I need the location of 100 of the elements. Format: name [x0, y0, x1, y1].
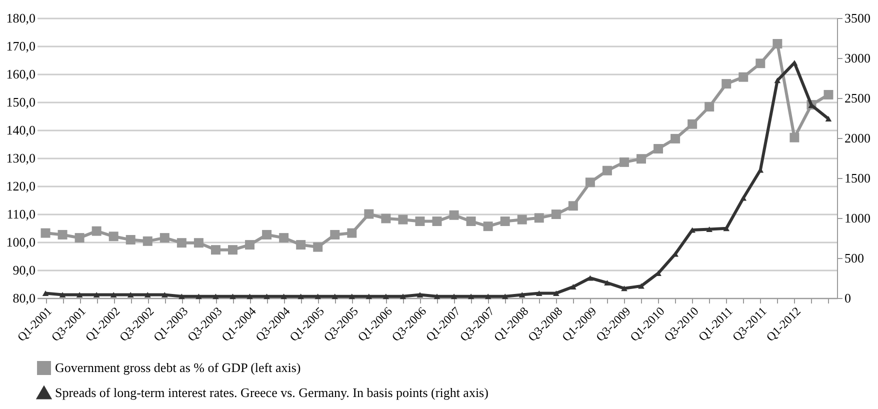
point: [738, 72, 748, 82]
point: [568, 201, 578, 211]
point: [210, 245, 220, 255]
point: [347, 228, 357, 238]
point: [230, 294, 236, 300]
y2-tick-label: 2000: [844, 130, 870, 146]
y2-tick-label: 3500: [844, 10, 870, 26]
point: [178, 294, 185, 300]
point: [484, 294, 492, 300]
point: [142, 236, 152, 246]
y2-tick-label: 2500: [844, 90, 870, 106]
point: [552, 290, 560, 296]
point: [723, 226, 730, 232]
point: [398, 214, 408, 224]
point: [449, 210, 459, 220]
point: [126, 235, 136, 245]
point: [774, 78, 781, 84]
point: [381, 214, 391, 224]
point: [264, 294, 270, 300]
point: [92, 226, 102, 236]
point: [246, 294, 253, 300]
point: [196, 294, 202, 300]
point: [450, 294, 458, 300]
point: [194, 238, 204, 248]
point: [670, 134, 680, 144]
point: [602, 166, 612, 176]
point: [74, 233, 84, 243]
point: [638, 283, 644, 289]
point: [110, 292, 117, 298]
point: [536, 290, 542, 296]
point: [314, 294, 322, 300]
point: [824, 90, 834, 100]
point: [330, 230, 340, 240]
point: [108, 232, 118, 242]
point: [348, 294, 356, 300]
point: [262, 230, 272, 240]
point: [313, 242, 323, 252]
point: [296, 240, 306, 250]
point: [740, 195, 747, 201]
y-tick-label: 140,0: [6, 122, 36, 138]
point: [534, 213, 544, 223]
y-tick-label: 80,0: [12, 290, 36, 306]
point: [279, 233, 289, 243]
point: [280, 294, 287, 300]
point: [400, 294, 406, 300]
point: [366, 294, 372, 300]
point: [415, 216, 425, 226]
point: [619, 157, 629, 167]
y2-tick-label: 1500: [844, 170, 870, 186]
point: [551, 210, 561, 220]
point: [58, 230, 68, 240]
point: [604, 280, 610, 286]
point: [704, 102, 714, 112]
point: [298, 294, 304, 300]
y-tick-label: 160,0: [6, 66, 36, 82]
y-tick-label: 170,0: [6, 38, 36, 54]
point: [706, 226, 712, 232]
point: [212, 294, 219, 300]
legend-label: Government gross debt as % of GDP (left axis): [55, 360, 301, 375]
point: [468, 294, 474, 300]
y2-tick-label: 500: [844, 250, 864, 266]
point: [636, 154, 646, 164]
point: [160, 233, 170, 243]
point: [416, 292, 424, 298]
point: [93, 292, 100, 298]
y-tick-label: 180,0: [6, 10, 36, 26]
point: [587, 275, 594, 281]
point: [790, 132, 800, 142]
point: [382, 294, 390, 300]
y-tick-label: 110,0: [6, 206, 36, 222]
point: [76, 292, 83, 298]
point: [40, 228, 50, 238]
point: [364, 209, 374, 219]
point: [162, 292, 168, 298]
point: [176, 238, 186, 248]
point: [756, 58, 766, 68]
y-tick-label: 150,0: [6, 94, 36, 110]
y2-tick-label: 3000: [844, 50, 870, 66]
point: [228, 245, 238, 255]
y-tick-label: 100,0: [6, 234, 36, 250]
point: [502, 294, 508, 300]
point: [127, 292, 134, 298]
point: [772, 39, 782, 49]
point: [42, 290, 49, 296]
point: [59, 292, 66, 298]
point: [517, 214, 527, 224]
y2-tick-label: 1000: [844, 210, 870, 226]
point: [688, 119, 698, 129]
y-tick-label: 90,0: [12, 262, 36, 278]
point: [466, 216, 476, 226]
point: [144, 292, 151, 298]
point: [518, 292, 526, 298]
point: [245, 240, 255, 250]
point: [722, 79, 732, 89]
point: [654, 144, 664, 154]
y-tick-label: 130,0: [6, 150, 36, 166]
point: [434, 294, 440, 300]
point: [570, 284, 576, 290]
point: [432, 216, 442, 226]
point: [825, 116, 832, 122]
